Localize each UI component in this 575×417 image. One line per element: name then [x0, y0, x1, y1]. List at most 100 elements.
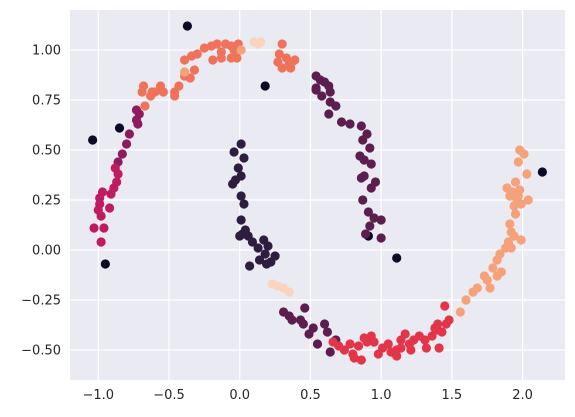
scatter-point [420, 335, 430, 345]
scatter-point [261, 259, 272, 269]
y-tick-label: 0.00 [32, 244, 61, 259]
scatter-point [360, 229, 371, 239]
scatter-point [277, 39, 287, 49]
scatter-point [155, 81, 166, 91]
scatter-point [325, 87, 335, 97]
scatter-point [363, 207, 374, 217]
scatter-point [113, 169, 123, 179]
x-tick-label: 1.5 [442, 388, 463, 403]
scatter-point [124, 129, 134, 139]
scatter-point [298, 319, 308, 329]
y-tick-label: −0.50 [21, 344, 61, 359]
scatter-point [131, 115, 142, 125]
scatter-point [300, 303, 310, 313]
scatter-point [88, 135, 98, 145]
scatter-point [239, 199, 249, 209]
scatter-point [233, 163, 243, 173]
scatter-point [472, 283, 482, 293]
scatter-point [366, 183, 376, 193]
scatter-point [358, 135, 368, 145]
scatter-point [311, 85, 321, 95]
scatter-point [505, 191, 515, 201]
y-tick-label: 1.00 [32, 44, 61, 59]
scatter-point [345, 119, 355, 129]
scatter-point [105, 203, 115, 213]
plot-background [70, 10, 565, 380]
scatter-point [212, 39, 222, 49]
scatter-point [345, 339, 355, 349]
scatter-point [185, 73, 195, 83]
scatter-point [512, 195, 522, 205]
scatter-point [376, 215, 386, 225]
scatter-point [304, 329, 314, 339]
y-tick-label: 0.50 [32, 144, 61, 159]
scatter-point [236, 215, 246, 225]
scatter-point [358, 195, 368, 205]
scatter-point [96, 211, 106, 221]
scatter-point [247, 237, 258, 247]
y-tick-label: 0.75 [32, 94, 61, 109]
scatter-point [392, 351, 402, 361]
scatter-point [216, 53, 226, 63]
scatter-point [121, 139, 132, 149]
scatter-point [455, 307, 465, 317]
scatter-point [336, 117, 347, 127]
scatter-point [312, 339, 323, 349]
scatter-point [433, 319, 443, 329]
scatter-point [331, 101, 341, 111]
scatter-point [131, 105, 142, 115]
scatter-point [254, 255, 265, 265]
scatter-point [236, 139, 246, 149]
scatter-point [199, 43, 209, 53]
scatter-point [434, 343, 444, 353]
scatter-point [170, 91, 180, 101]
scatter-point [114, 123, 125, 133]
scatter-point [510, 177, 521, 187]
scatter-point [260, 249, 270, 259]
x-tick-label: 1.0 [371, 388, 392, 403]
scatter-point [359, 155, 369, 165]
y-tick-label: −0.25 [21, 294, 61, 309]
scatter-point [263, 241, 273, 251]
scatter-point [479, 271, 489, 281]
scatter-point [89, 223, 99, 233]
scatter-point [444, 315, 454, 325]
scatter-point [274, 49, 284, 59]
scatter-point [349, 353, 359, 363]
scatter-point [230, 175, 241, 185]
scatter-point [150, 87, 160, 97]
scatter-point [236, 191, 246, 201]
scatter-point [192, 49, 202, 59]
scatter-point [421, 343, 431, 353]
scatter-point [319, 319, 330, 329]
x-tick-label: 0.0 [229, 388, 250, 403]
scatter-point [437, 327, 447, 337]
scatter-point [488, 263, 498, 273]
scatter-point [239, 153, 249, 163]
scatter-point [440, 301, 450, 311]
scatter-point [515, 185, 525, 195]
scatter-point [513, 157, 523, 167]
scatter-point [99, 223, 109, 233]
scatter-point [182, 21, 192, 31]
scatter-point [267, 279, 277, 289]
scatter-point [492, 271, 502, 281]
scatter-point [356, 173, 366, 183]
scatter-point [506, 243, 516, 253]
grid-lines [70, 10, 565, 380]
scatter-point [356, 355, 366, 365]
scatter-point [179, 67, 190, 77]
scatter-point [284, 287, 294, 297]
scatter-point [229, 147, 239, 157]
scatter-point [510, 209, 521, 219]
scatter-point [485, 283, 495, 293]
x-axis-tick-labels: −1.0 −0.5 0.0 0.5 1.0 1.5 2.0 [82, 388, 532, 403]
scatter-point [356, 121, 366, 131]
x-tick-label: 2.0 [512, 388, 533, 403]
scatter-point [427, 331, 437, 341]
scatter-point [287, 315, 297, 325]
scatter-point [519, 149, 529, 159]
scatter-point [366, 159, 376, 169]
scatter-point [137, 87, 147, 97]
